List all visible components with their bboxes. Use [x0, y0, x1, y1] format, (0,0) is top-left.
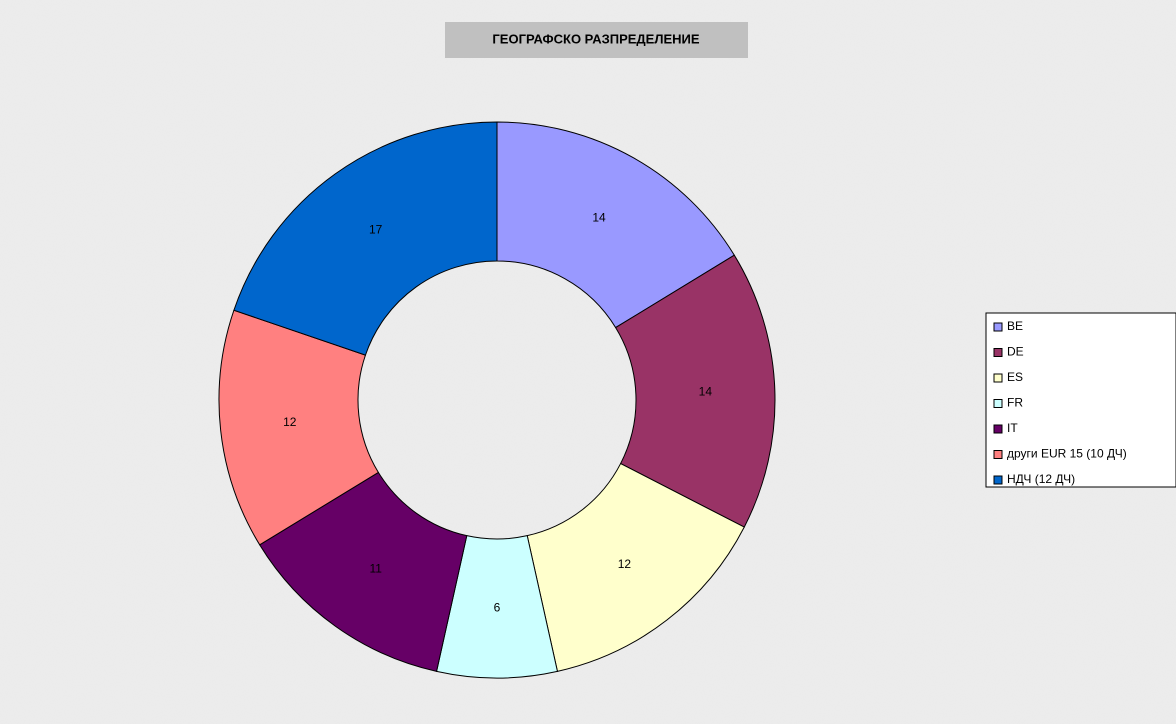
data-label: 11 — [369, 562, 382, 576]
donut-slice — [526, 462, 745, 672]
data-label: 14 — [699, 385, 713, 399]
chart-title: ГЕОГРАФСКО РАЗПРЕДЕЛЕНИЕ — [492, 31, 699, 46]
legend-label: FR — [1007, 396, 1023, 410]
legend-swatch — [993, 399, 1003, 408]
data-label: 6 — [494, 601, 501, 615]
donut-slice — [233, 121, 498, 356]
title-box — [445, 22, 748, 58]
legend-label: НДЧ (12 ДЧ) — [1007, 472, 1075, 486]
legend-swatch — [993, 322, 1003, 332]
donut-slice — [496, 121, 735, 329]
donut-slice — [614, 254, 776, 528]
legend-label: DE — [1007, 345, 1024, 359]
data-label: 12 — [618, 557, 632, 571]
legend-label: ES — [1007, 370, 1023, 384]
legend-swatch — [993, 424, 1003, 434]
legend-swatch — [993, 475, 1003, 485]
data-label: 12 — [283, 415, 297, 429]
legend-label: BE — [1007, 319, 1023, 333]
legend-box — [985, 312, 1176, 488]
legend-label: други EUR 15 (10 ДЧ) — [1007, 447, 1127, 461]
legend-swatch — [993, 373, 1003, 383]
legend-swatch — [993, 348, 1003, 357]
data-label: 17 — [369, 223, 383, 237]
legend-label: IT — [1007, 421, 1018, 435]
donut-slice — [259, 471, 468, 672]
donut-slice — [218, 309, 380, 546]
legend-swatch — [993, 450, 1003, 459]
data-label: 14 — [592, 210, 606, 224]
